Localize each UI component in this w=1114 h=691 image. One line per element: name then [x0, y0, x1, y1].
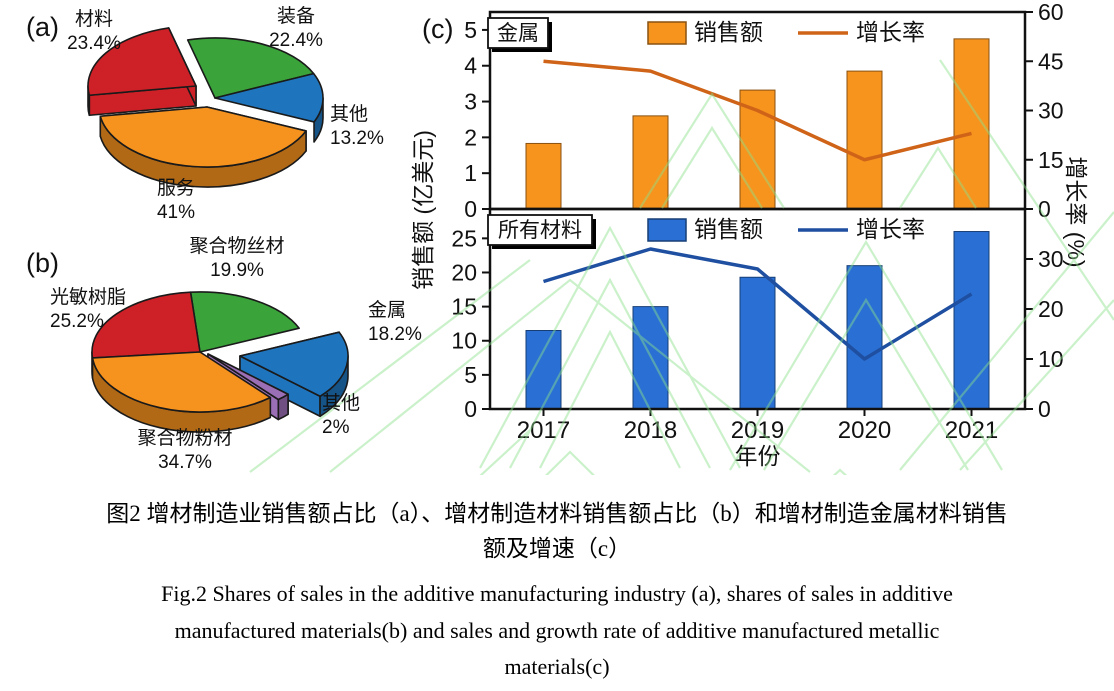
svg-text:3: 3	[464, 89, 477, 115]
slice-name: 金属	[368, 300, 407, 321]
svg-text:20: 20	[1038, 296, 1064, 322]
svg-text:增长率: 增长率	[856, 216, 925, 242]
svg-text:30: 30	[1038, 246, 1064, 272]
slice-percent: 41%	[156, 202, 196, 224]
svg-text:2017: 2017	[517, 417, 570, 444]
slice-name: 光敏树脂	[50, 287, 127, 308]
caption-zh-line1: 图2 增材制造业销售额占比（a）、增材制造材料销售额占比（b）和增材制造金属材料…	[106, 501, 1008, 526]
pie-b-label-polymer-filament: 聚合物丝材 19.9%	[172, 235, 302, 284]
slice-percent: 2%	[322, 417, 350, 439]
caption-en-line3: materials(c)	[504, 654, 610, 679]
svg-text:0: 0	[1038, 196, 1051, 222]
svg-text:25: 25	[451, 225, 477, 251]
pie-a-label-equipment: 装备 22.4%	[258, 5, 334, 54]
svg-text:2020: 2020	[838, 417, 891, 444]
svg-text:销售额: 销售额	[694, 19, 763, 45]
slice-percent: 19.9%	[210, 260, 264, 282]
svg-text:15: 15	[1038, 147, 1064, 173]
svg-text:增长率 (%): 增长率 (%)	[1063, 156, 1089, 267]
slice-percent: 25.2%	[50, 311, 104, 333]
svg-text:2018: 2018	[624, 417, 677, 444]
svg-text:4: 4	[464, 53, 477, 79]
panel-c-tag: (c)	[422, 14, 454, 44]
slice-percent: 23.4%	[67, 33, 121, 55]
slice-name: 聚合物丝材	[189, 236, 285, 257]
svg-text:5: 5	[464, 362, 477, 388]
pie-a-label-services: 服务 41%	[140, 177, 212, 226]
slice-name: 其他	[330, 104, 369, 125]
caption-zh-line2: 额及增速（c）	[482, 536, 632, 561]
svg-text:0: 0	[1038, 396, 1051, 422]
svg-text:45: 45	[1038, 48, 1064, 74]
svg-text:销售额 (亿美元): 销售额 (亿美元)	[410, 130, 436, 290]
pie-a-label-materials: 材料 23.4%	[58, 8, 130, 57]
svg-text:60: 60	[1038, 0, 1064, 25]
svg-text:1: 1	[464, 160, 477, 186]
svg-text:10: 10	[451, 328, 477, 354]
svg-text:金属: 金属	[497, 22, 539, 45]
panel-b-tag: (b)	[26, 248, 59, 278]
svg-text:20: 20	[451, 259, 477, 285]
panel-a-tag: (a)	[26, 12, 59, 42]
pie-b-label-metal: 金属 18.2%	[368, 299, 440, 348]
pie-b-label-photopolymer: 光敏树脂 25.2%	[50, 286, 146, 335]
pie-a-label-others: 其他 13.2%	[330, 103, 402, 152]
pie-b-label-polymer-powder: 聚合物粉材 34.7%	[118, 427, 252, 476]
slice-percent: 18.2%	[368, 324, 422, 346]
svg-text:0: 0	[464, 196, 477, 222]
slice-name: 其他	[322, 393, 361, 414]
svg-text:2: 2	[464, 124, 477, 150]
slice-percent: 34.7%	[158, 452, 212, 474]
svg-text:2019: 2019	[731, 417, 784, 444]
slice-name: 服务	[156, 178, 195, 199]
svg-text:10: 10	[1038, 346, 1064, 372]
svg-text:所有材料: 所有材料	[498, 219, 582, 242]
slice-percent: 13.2%	[330, 128, 384, 150]
svg-text:5: 5	[464, 17, 477, 43]
slice-name: 装备	[276, 6, 315, 27]
svg-text:年份: 年份	[735, 443, 781, 469]
svg-text:0: 0	[464, 396, 477, 422]
svg-text:增长率: 增长率	[856, 19, 925, 45]
slice-name: 材料	[74, 9, 113, 30]
svg-text:15: 15	[451, 294, 477, 320]
pie-b-label-others: 其他 2%	[322, 392, 382, 441]
svg-text:销售额: 销售额	[694, 216, 763, 242]
svg-text:2021: 2021	[945, 417, 998, 444]
caption-en-line1: Fig.2 Shares of sales in the additive ma…	[161, 581, 953, 606]
slice-percent: 22.4%	[269, 30, 323, 52]
caption-en-line2: manufactured materials(b) and sales and …	[174, 618, 940, 643]
slice-name: 聚合物粉材	[137, 428, 233, 449]
svg-text:30: 30	[1038, 98, 1064, 124]
